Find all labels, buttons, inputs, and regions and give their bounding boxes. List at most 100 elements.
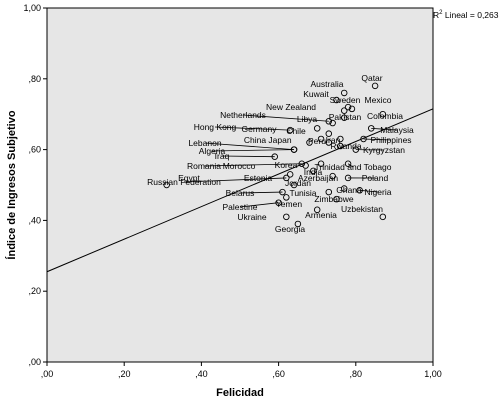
y-tick-label: ,00: [28, 357, 41, 367]
point-label: Rwanda: [330, 141, 361, 151]
leader-line: [183, 177, 287, 183]
data-point: [379, 213, 387, 221]
data-point: [325, 188, 333, 196]
point-label: Hong Kong: [194, 122, 237, 132]
data-point: [340, 107, 348, 114]
point-label: Mexico: [365, 95, 392, 105]
data-point: [306, 139, 313, 146]
point-label: Nigeria: [365, 187, 392, 197]
point-label: Lebanon: [188, 138, 221, 148]
data-point: [337, 135, 344, 143]
point-label: Korea: [275, 160, 298, 170]
point-label: Russian Federation: [147, 177, 221, 187]
data-point: [313, 125, 321, 132]
data-points: [163, 82, 387, 228]
data-point: [313, 206, 321, 214]
data-point: [356, 187, 363, 194]
point-label: Libya: [297, 114, 318, 124]
data-point: [329, 172, 336, 180]
fit-line-layer: [47, 108, 433, 273]
data-point: [337, 142, 344, 150]
point-label: Japan: [268, 135, 291, 145]
point-label: Morocco: [223, 161, 256, 171]
data-point: [340, 89, 348, 97]
data-point: [333, 96, 340, 104]
data-point: [298, 160, 306, 168]
data-point: [367, 125, 375, 132]
point-label: Trinidad and Tobago: [314, 162, 391, 172]
data-point: [344, 103, 352, 111]
leader-line: [239, 191, 283, 194]
data-point: [329, 119, 336, 127]
point-label: India: [304, 167, 323, 177]
point-label: Australia: [310, 79, 343, 89]
point-label: Jordan: [285, 178, 311, 188]
point-label: Ukraine: [237, 212, 267, 222]
data-point: [283, 213, 290, 221]
leader-line: [343, 116, 346, 119]
point-label: Philippines: [370, 135, 411, 145]
x-tick-label: 1,00: [424, 369, 442, 379]
data-point: [271, 153, 278, 160]
point-label: Qatar: [361, 73, 382, 83]
data-point: [371, 82, 379, 90]
x-tick-label: ,00: [41, 369, 54, 379]
point-label: Uzbekistan: [341, 204, 383, 214]
point-label: Pakistan: [329, 112, 362, 122]
point-label: Netherlands: [220, 110, 266, 120]
leader-line: [221, 155, 275, 158]
point-label: Estonia: [244, 173, 273, 183]
point-label: Sweden: [330, 95, 361, 105]
point-label: Georgia: [275, 224, 306, 234]
fit-line: [47, 108, 433, 273]
r2-annotation: R2 Lineal = 0,263: [433, 10, 499, 20]
y-tick-label: 1,00: [23, 3, 41, 13]
leader-line: [363, 138, 392, 141]
point-label: Algeria: [199, 146, 226, 156]
data-point: [379, 110, 387, 118]
point-label: Palestine: [223, 202, 258, 212]
data-point: [163, 181, 170, 189]
data-point: [325, 130, 333, 137]
point-label: Iraq: [215, 151, 230, 161]
point-label: Kuwait: [303, 89, 329, 99]
point-label: Yemen: [276, 199, 302, 209]
data-point: [325, 118, 333, 125]
data-point: [286, 126, 294, 134]
x-tick-label: ,20: [118, 369, 131, 379]
point-label: Armenia: [305, 210, 337, 220]
data-point: [317, 135, 325, 143]
leader-line: [214, 126, 291, 131]
y-tick-label: ,60: [28, 145, 41, 155]
point-label: China: [244, 135, 266, 145]
data-point: [344, 174, 352, 182]
data-point: [317, 160, 325, 168]
y-tick-label: ,20: [28, 286, 41, 296]
point-label: Romania: [187, 161, 221, 171]
x-axis-title: Felicidad: [216, 387, 264, 399]
data-point: [310, 167, 317, 175]
point-label: Kyrgyzstan: [363, 145, 405, 155]
data-point: [275, 199, 282, 206]
x-tick-label: ,80: [350, 369, 363, 379]
data-point: [360, 135, 367, 143]
point-label: Germany: [242, 124, 278, 134]
y-axis: ,00 ,20 ,40 ,60 ,80 1,00: [23, 3, 47, 367]
point-label: Colombia: [367, 111, 403, 121]
y-tick-label: ,80: [28, 74, 41, 84]
point-label: Egypt: [178, 173, 200, 183]
data-point: [352, 146, 360, 153]
data-point: [302, 162, 309, 169]
point-label: Tunisia: [289, 188, 316, 198]
data-point: [325, 139, 333, 146]
leader-line: [204, 142, 295, 150]
data-point: [283, 174, 290, 182]
data-point: [290, 181, 298, 189]
point-label: Ghana: [336, 185, 362, 195]
leader-lines: [183, 114, 398, 208]
point-label: Malaysia: [380, 125, 414, 135]
data-point: [344, 160, 352, 168]
data-point: [290, 146, 298, 153]
